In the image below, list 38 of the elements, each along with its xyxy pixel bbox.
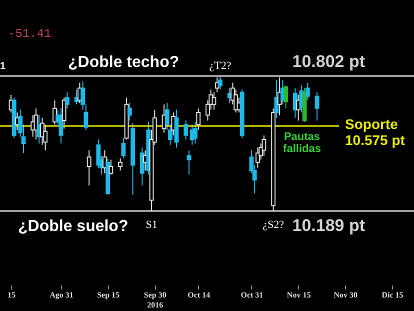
candlestick: [186, 150, 192, 176]
candlestick: [121, 138, 126, 159]
text: -51.41: [8, 27, 52, 41]
x-tick-label: Sep 30 2016: [144, 290, 166, 310]
candlestick: [218, 76, 222, 90]
x-tick-label: 15: [8, 290, 16, 300]
annotation: ¿T2?: [209, 60, 232, 72]
text: ¿Doble techo?: [68, 54, 180, 71]
candlestick: [262, 134, 266, 156]
candlestick: [193, 121, 198, 144]
candlestick: [184, 120, 188, 140]
x-tick-label: Nov 15: [286, 290, 311, 300]
candlestick: [108, 159, 114, 176]
ref-line-label: 10.802 pt: [292, 52, 366, 71]
x-tick-label: Ago 31: [50, 290, 74, 300]
candlestick: [196, 108, 201, 130]
x-tick-label: Oct 31: [240, 290, 264, 300]
x-tick-label: Nov 30: [334, 290, 358, 300]
ref-line-label: Soporte 10.575 pt: [345, 116, 406, 148]
candlestick: [284, 84, 288, 109]
annotation: S1: [146, 219, 158, 231]
candlestick: [256, 147, 260, 168]
candlestick: [212, 92, 216, 110]
annotation: Pautas fallidas: [283, 131, 321, 155]
ref-line-label: 10.189 pt: [292, 216, 366, 235]
candlestick: [127, 102, 132, 122]
candlestick: [62, 97, 66, 130]
candlestick: [86, 150, 92, 186]
x-tick-label: Sep 15: [97, 290, 120, 300]
candlestick: [314, 92, 320, 122]
text: 1: [0, 61, 6, 72]
annotation: ¿S2?: [262, 219, 284, 231]
x-tick-label: Dic 15: [382, 290, 404, 300]
candlestick: [118, 158, 123, 171]
candlestick: [305, 82, 310, 101]
text: ¿Doble suelo?: [18, 218, 128, 235]
x-tick-label: Oct 14: [188, 290, 210, 300]
candlestick: [65, 92, 70, 109]
